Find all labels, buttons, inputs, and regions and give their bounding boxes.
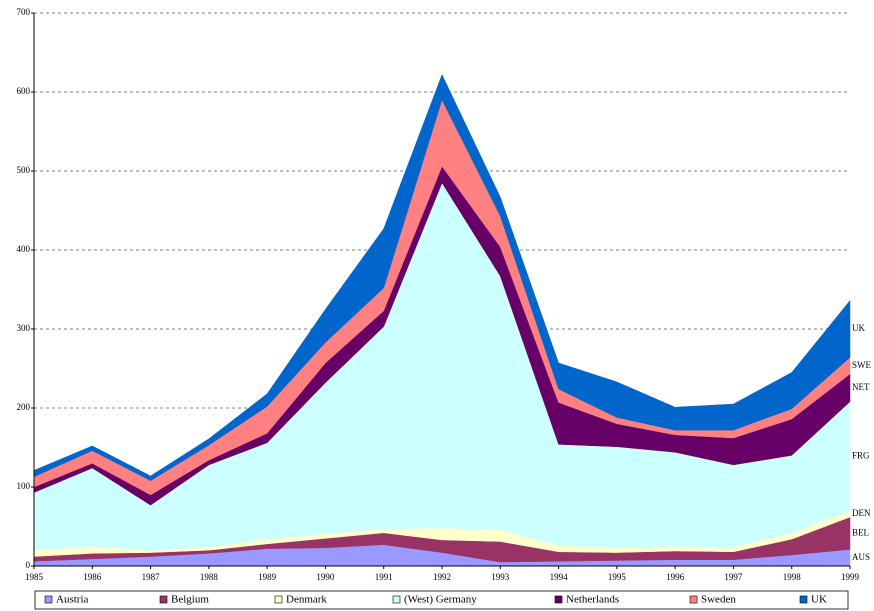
x-tick-label: 1990 — [316, 572, 335, 582]
y-tick-label: 500 — [17, 165, 31, 175]
x-tick-label: 1995 — [608, 572, 627, 582]
x-tick-label: 1991 — [375, 572, 393, 582]
x-tick-label: 1997 — [724, 572, 743, 582]
legend-label: UK — [811, 594, 827, 606]
x-tick-label: 1994 — [550, 572, 569, 582]
x-tick-label: 1998 — [783, 572, 802, 582]
legend-swatch — [44, 595, 53, 604]
legend-swatch — [554, 595, 563, 604]
legend-box — [34, 590, 849, 610]
x-tick-label: 1993 — [491, 572, 510, 582]
x-tick-label: 1988 — [200, 572, 219, 582]
legend-label: Austria — [56, 594, 89, 606]
end-label: NET — [852, 382, 870, 392]
y-tick-label: 100 — [17, 481, 31, 491]
x-tick-label: 1989 — [258, 572, 277, 582]
legend-swatch — [392, 595, 401, 604]
y-tick-label: 200 — [17, 402, 31, 412]
x-tick-label: 1985 — [25, 572, 44, 582]
legend-swatch — [159, 595, 168, 604]
legend-label: Belgium — [171, 594, 209, 606]
legend-label: Netherlands — [566, 594, 619, 606]
x-tick-label: 1986 — [83, 572, 102, 582]
x-tick-label: 1987 — [142, 572, 161, 582]
x-tick-label: 1996 — [666, 572, 685, 582]
end-label: FRG — [852, 450, 870, 460]
legend-label: Sweden — [701, 594, 736, 606]
legend-label: (West) Germany — [404, 594, 477, 606]
end-label: AUS — [852, 552, 870, 562]
x-tick-label: 1999 — [841, 572, 860, 582]
end-label: UK — [852, 323, 865, 333]
legend-swatch — [689, 595, 698, 604]
y-tick-label: 700 — [17, 7, 31, 17]
area — [33, 73, 851, 481]
end-label: SWE — [852, 360, 872, 370]
y-tick-label: 0 — [26, 560, 31, 570]
end-label: DEN — [852, 508, 871, 518]
legend-swatch — [799, 595, 808, 604]
end-label: BEL — [852, 527, 869, 537]
y-tick-label: 300 — [17, 323, 31, 333]
x-tick-label: 1992 — [433, 572, 451, 582]
legend-swatch — [274, 595, 283, 604]
y-tick-label: 600 — [17, 86, 31, 96]
y-tick-label: 400 — [17, 244, 31, 254]
legend-label: Denmark — [286, 594, 327, 606]
